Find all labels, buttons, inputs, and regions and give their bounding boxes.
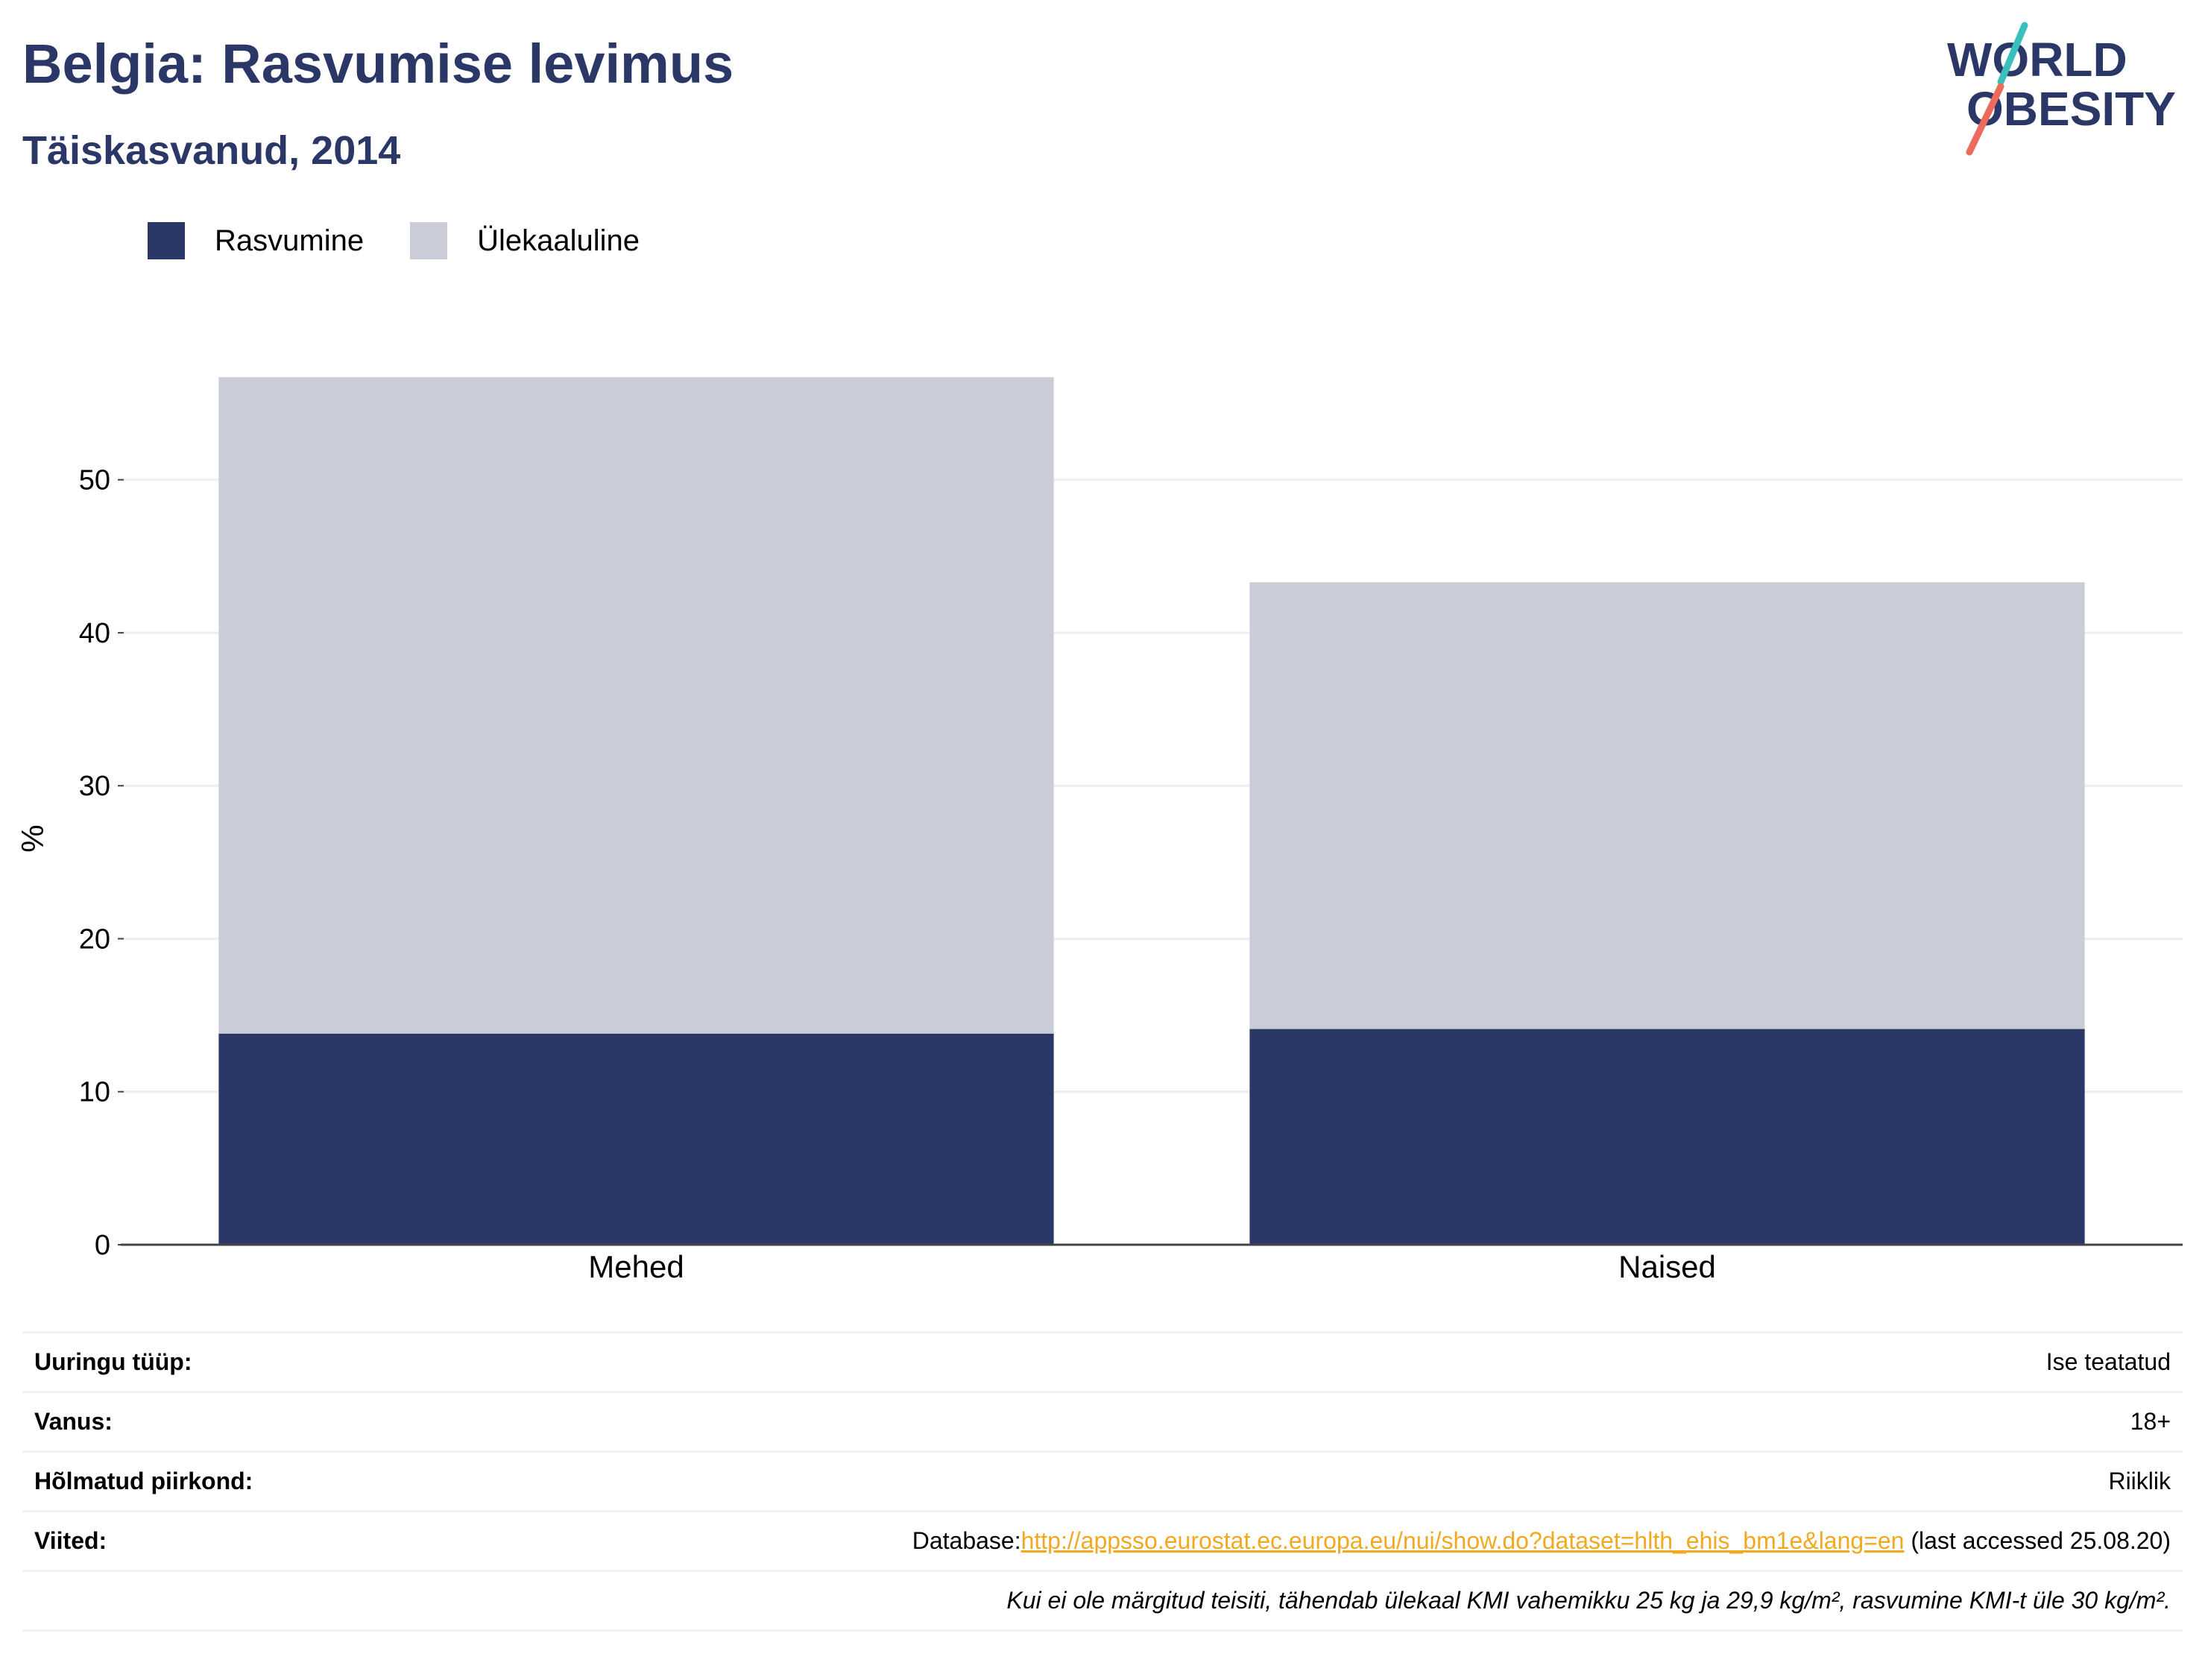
info-row-survey-type: Uuringu tüüp: Ise teatatud bbox=[22, 1332, 2183, 1392]
y-tick-label-10: 10 bbox=[79, 1077, 110, 1108]
info-val-area: Riiklik bbox=[2108, 1468, 2171, 1494]
stacked-bar-chart: 0 10 20 30 40 50 Mehed Naised % bbox=[15, 377, 2183, 1284]
chart-legend: Rasvumine Ülekaaluline bbox=[148, 221, 686, 261]
references-link[interactable]: http://appsso.eurostat.ec.europa.eu/nui/… bbox=[1021, 1527, 1905, 1554]
x-category-labels: Mehed Naised bbox=[588, 1249, 1716, 1284]
info-row-area: Hõlmatud piirkond: Riiklik bbox=[22, 1451, 2183, 1512]
info-row-age: Vanus: 18+ bbox=[22, 1392, 2183, 1452]
legend-label-overweight: Ülekaaluline bbox=[477, 224, 640, 257]
info-key-age: Vanus: bbox=[34, 1408, 113, 1435]
bar-overweight-naised bbox=[1249, 582, 2085, 1029]
y-tick-label-20: 20 bbox=[79, 923, 110, 955]
legend-swatch-overweight bbox=[410, 222, 448, 259]
info-key-survey-type: Uuringu tüüp: bbox=[34, 1348, 192, 1375]
info-key-references: Viited: bbox=[34, 1527, 107, 1554]
x-category-label-naised: Naised bbox=[1618, 1249, 1716, 1284]
x-category-label-mehed: Mehed bbox=[588, 1249, 684, 1284]
y-tick-labels: 0 10 20 30 40 50 bbox=[79, 465, 124, 1261]
y-axis-title: % bbox=[15, 824, 50, 852]
info-key-note-empty bbox=[22, 1571, 355, 1631]
metadata-table: Uuringu tüüp: Ise teatatud Vanus: 18+ Hõ… bbox=[22, 1331, 2183, 1632]
references-suffix: (last accessed 25.08.20) bbox=[1904, 1527, 2171, 1554]
chart-title: Belgia: Rasvumise levimus bbox=[22, 33, 734, 95]
legend-swatch-obesity bbox=[148, 222, 185, 259]
info-val-survey-type: Ise teatatud bbox=[2045, 1348, 2171, 1375]
info-key-area: Hõlmatud piirkond: bbox=[34, 1468, 253, 1494]
bar-obesity-mehed bbox=[218, 1033, 1054, 1245]
definition-note: Kui ei ole märgitud teisiti, tähendab ül… bbox=[1006, 1587, 2171, 1614]
chart-subtitle: Täiskasvanud, 2014 bbox=[22, 128, 401, 173]
legend-label-obesity: Rasvumine bbox=[215, 224, 365, 257]
bars bbox=[218, 377, 2085, 1245]
bar-obesity-naised bbox=[1249, 1029, 2085, 1245]
legend-item-obesity: Rasvumine bbox=[148, 222, 364, 259]
bar-overweight-mehed bbox=[218, 377, 1054, 1034]
logo-line-1: WORLD bbox=[1947, 33, 2127, 86]
references-prefix: Database: bbox=[912, 1527, 1021, 1554]
y-tick-label-30: 30 bbox=[79, 771, 110, 802]
info-row-references: Viited: Database:http://appsso.eurostat.… bbox=[22, 1511, 2183, 1571]
world-obesity-logo: WORLD OBESITY bbox=[1947, 22, 2176, 156]
y-tick-label-50: 50 bbox=[79, 465, 110, 496]
logo-teal-slash-icon bbox=[1997, 22, 2028, 86]
logo-coral-slash-icon bbox=[1966, 83, 2004, 156]
y-tick-label-0: 0 bbox=[95, 1230, 110, 1261]
info-val-age: 18+ bbox=[2130, 1408, 2171, 1435]
info-row-note: Kui ei ole märgitud teisiti, tähendab ül… bbox=[22, 1570, 2183, 1631]
y-tick-label-40: 40 bbox=[79, 618, 110, 649]
legend-item-overweight: Ülekaaluline bbox=[410, 222, 640, 259]
info-val-references: Database:http://appsso.eurostat.ec.europ… bbox=[355, 1512, 2183, 1571]
